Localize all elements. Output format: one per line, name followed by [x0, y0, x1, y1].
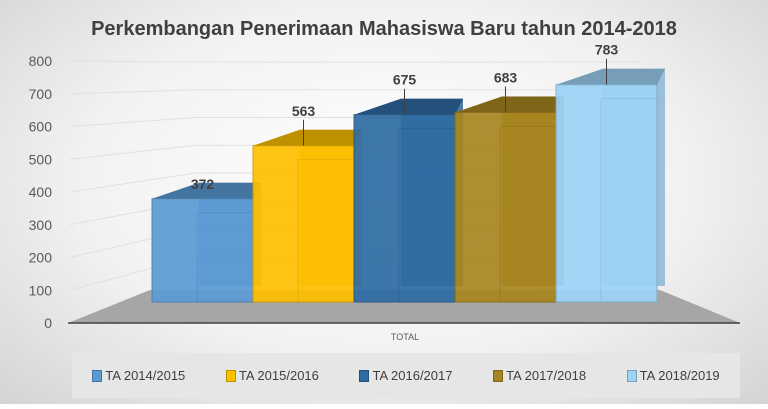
bar-20162017: 675 [353, 72, 463, 303]
bar-inner-edge [600, 98, 658, 303]
legend-swatch [225, 369, 236, 382]
bar-front-face [555, 84, 658, 303]
bar-20172018: 683 [454, 69, 564, 303]
y-tick-label: 600 [29, 119, 53, 135]
bar-20182019: 783 [555, 42, 665, 303]
y-tick-label: 800 [29, 53, 53, 69]
data-label: 372 [191, 176, 215, 192]
y-tick-label: 200 [29, 250, 53, 266]
bar-top-face [556, 68, 665, 85]
chart-title: Perkembangan Penerimaan Mahasiswa Baru t… [91, 18, 677, 40]
data-label: 683 [494, 69, 518, 85]
bar-front-face [454, 111, 557, 303]
gridline [69, 60, 640, 63]
legend-swatch [493, 369, 504, 382]
legend-label: TA 2016/2017 [372, 368, 453, 383]
legend-item: TA 2016/2017 [359, 368, 452, 383]
y-tick-label: 300 [29, 217, 53, 233]
y-tick-label: 0 [44, 315, 52, 331]
x-category-label: TOTAL [391, 332, 419, 342]
bar-front-face [353, 114, 456, 303]
bar-front-face [252, 145, 355, 303]
legend-swatch [359, 369, 370, 382]
legend-swatch [92, 369, 103, 382]
legend-label: TA 2018/2019 [639, 368, 720, 383]
gridline [69, 89, 640, 95]
bar-top-face [455, 96, 564, 113]
legend-swatch [626, 369, 637, 382]
bar-20152016: 563 [252, 103, 362, 303]
bar-top-face [354, 98, 463, 115]
bar-front-face [151, 198, 254, 303]
legend-item: TA 2014/2015 [92, 368, 185, 383]
data-label: 563 [292, 103, 316, 119]
y-tick-label: 700 [29, 86, 53, 102]
legend-label: TA 2015/2016 [238, 368, 319, 383]
bar-20142015: 372 [151, 176, 261, 303]
legend-item: TA 2017/2018 [493, 368, 586, 383]
legend: TA 2014/2015 TA 2015/2016 TA 2016/2017 TA 2… [72, 353, 740, 398]
y-tick-label: 500 [29, 151, 53, 167]
legend-label: TA 2014/2015 [105, 368, 186, 383]
legend-item: TA 2015/2016 [225, 368, 319, 383]
y-tick-label: 400 [29, 184, 53, 200]
data-label: 675 [393, 72, 417, 88]
bar-top-face [253, 129, 362, 146]
data-label: 783 [595, 42, 619, 58]
bar-top-face [152, 182, 261, 199]
legend-item: TA 2018/2019 [626, 368, 720, 383]
y-tick-label: 100 [29, 282, 53, 298]
legend-label: TA 2017/2018 [506, 368, 587, 383]
